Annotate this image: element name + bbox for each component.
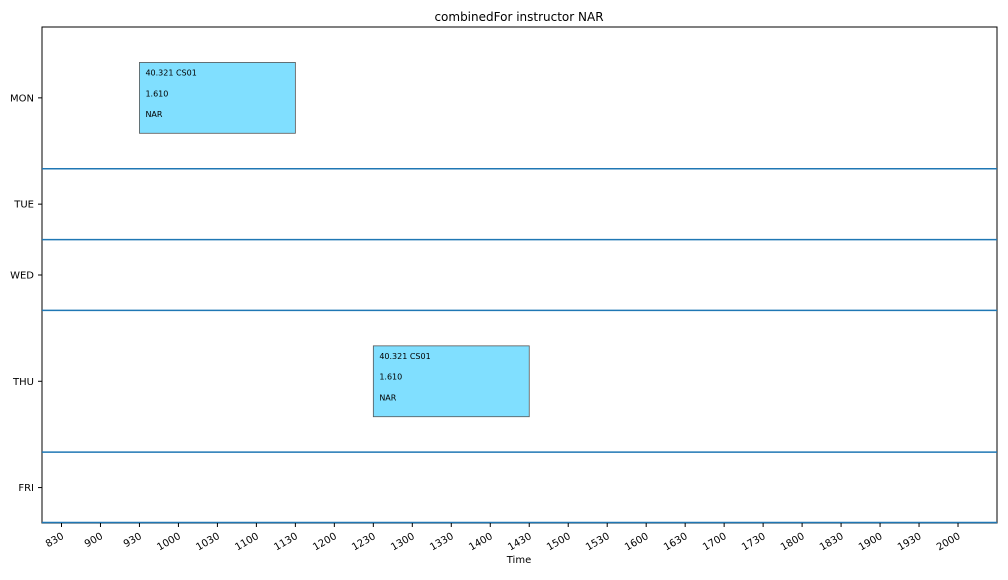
x-tick-label-1500: 1500 — [545, 531, 573, 553]
event-text-line: 40.321 CS01 — [145, 68, 196, 77]
event-text-line: NAR — [379, 394, 396, 403]
x-tick-label-930: 930 — [122, 531, 144, 550]
x-tick-label-1000: 1000 — [155, 531, 183, 553]
y-axis-ticks: MON TUE WED THU FRI — [10, 93, 42, 494]
event-text-line: 1.610 — [145, 89, 168, 98]
x-tick-label-1100: 1100 — [233, 531, 261, 553]
x-tick-label-1400: 1400 — [467, 531, 495, 553]
x-tick-label-1300: 1300 — [389, 531, 417, 553]
event-thu: 40.321 CS01 1.610 NAR — [372, 345, 530, 418]
x-tick-label-1700: 1700 — [701, 531, 729, 553]
x-axis-label: Time — [506, 555, 531, 566]
x-tick-label-830: 830 — [44, 531, 66, 550]
x-tick-label-1230: 1230 — [350, 531, 378, 553]
x-axis-ticks: 830 900 930 1000 1030 1100 1130 1200 1230 1300 133… — [44, 523, 963, 553]
events-layer: 40.321 CS01 1.610 NAR 40.321 CS01 1.610 NAR — [139, 62, 530, 418]
day-dividers — [42, 167, 997, 524]
x-tick-label-1430: 1430 — [506, 531, 534, 553]
x-tick-label-900: 900 — [83, 531, 105, 550]
x-tick-label-1200: 1200 — [311, 531, 339, 553]
y-tick-label-tue: TUE — [13, 200, 34, 211]
event-text-line: 40.321 CS01 — [379, 352, 430, 361]
x-tick-label-1730: 1730 — [740, 531, 768, 553]
x-tick-label-1330: 1330 — [428, 531, 456, 553]
event-box — [372, 345, 530, 418]
y-tick-label-mon: MON — [10, 93, 34, 104]
x-tick-label-1030: 1030 — [194, 531, 222, 553]
y-tick-label-wed: WED — [10, 271, 34, 282]
x-tick-label-1130: 1130 — [272, 531, 300, 553]
x-tick-label-2000: 2000 — [935, 531, 963, 553]
y-tick-label-fri: FRI — [18, 483, 34, 494]
event-text-line: NAR — [145, 110, 162, 119]
event-box — [139, 62, 296, 134]
event-mon: 40.321 CS01 1.610 NAR — [139, 62, 296, 134]
event-text-line: 1.610 — [379, 373, 402, 382]
x-tick-label-1830: 1830 — [818, 531, 846, 553]
y-tick-label-thu: THU — [12, 377, 34, 388]
x-tick-label-1600: 1600 — [623, 531, 651, 553]
x-tick-label-1530: 1530 — [584, 531, 612, 553]
x-tick-label-1900: 1900 — [857, 531, 885, 553]
x-tick-label-1930: 1930 — [896, 531, 924, 553]
x-tick-label-1630: 1630 — [662, 531, 690, 553]
x-tick-label-1800: 1800 — [779, 531, 807, 553]
chart-title: combinedFor instructor NAR — [434, 10, 603, 24]
